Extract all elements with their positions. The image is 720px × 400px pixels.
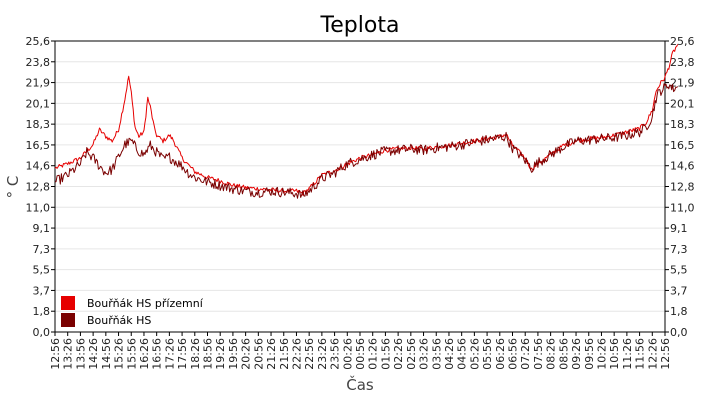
y-tick-label: 25,6 [670,35,695,48]
x-tick-label: 09:26 [570,338,583,370]
y-tick-label: 14,6 [670,160,695,173]
x-tick-label: 15:56 [125,338,138,370]
y-tick-label: 23,8 [26,56,51,69]
x-tick-label: 10:56 [608,338,621,370]
y-tick-label: 14,6 [26,160,51,173]
x-tick-label: 19:56 [227,338,240,370]
y-tick-label: 12,8 [670,181,695,194]
y-tick-label: 9,1 [670,222,688,235]
x-tick-label: 04:26 [443,338,456,370]
y-tick-label: 1,8 [33,305,51,318]
y-tick-label: 1,8 [670,305,688,318]
y-tick-label: 11,0 [670,201,695,214]
x-tick-label: 05:56 [481,338,494,370]
x-tick-label: 13:26 [62,338,75,370]
x-tick-label: 22:26 [290,338,303,370]
x-tick-label: 12:56 [49,338,62,370]
y-tick-label: 3,7 [33,284,51,297]
y-tick-label: 18,3 [26,118,51,131]
x-tick-label: 15:26 [113,338,126,370]
x-tick-label: 20:26 [240,338,253,370]
x-tick-label: 22:56 [303,338,316,370]
x-tick-label: 23:56 [329,338,342,370]
series-line-1 [54,83,679,199]
y-tick-label: 20,1 [26,97,51,110]
x-axis: 12:56 13:26 13:56 14:26 14:56 15:26 15:56 16:26… [49,332,672,370]
x-tick-label: 14:26 [87,338,100,370]
y-tick-label: 21,9 [670,77,695,90]
y-tick-label: 16,5 [26,139,51,152]
y-tick-label: 0,0 [33,326,51,339]
y-tick-label: 21,9 [26,77,51,90]
y-axis-label: ° C [4,176,22,199]
x-tick-label: 20:56 [252,338,265,370]
x-tick-label: 03:26 [418,338,431,370]
y-tick-label: 3,7 [670,284,688,297]
series-line-0 [54,44,679,196]
y-axis-right: 0,0 1,8 3,7 5,5 7,3 9,1 11,0 12,8 14,6 16,5 18,3 20… [665,35,695,339]
x-tick-label: 00:26 [341,338,354,370]
x-tick-label: 18:26 [189,338,202,370]
x-tick-label: 21:26 [265,338,278,370]
y-tick-label: 23,8 [670,56,695,69]
y-tick-label: 0,0 [670,326,688,339]
y-tick-label: 18,3 [670,118,695,131]
x-tick-label: 02:56 [405,338,418,370]
y-tick-label: 16,5 [670,139,695,152]
x-tick-label: 17:26 [163,338,176,370]
y-tick-label: 20,1 [670,97,695,110]
y-tick-label: 5,5 [670,264,688,277]
x-tick-label: 16:26 [138,338,151,370]
x-tick-label: 21:56 [278,338,291,370]
x-tick-label: 11:26 [621,338,634,370]
x-tick-label: 00:56 [354,338,367,370]
x-tick-label: 09:56 [583,338,596,370]
legend: Bouřňák HS přízemní Bouřňák HS [61,296,204,327]
y-tick-label: 11,0 [26,201,51,214]
x-axis-label: Čas [346,375,374,394]
x-tick-label: 05:26 [468,338,481,370]
legend-label: Bouřňák HS [87,314,151,327]
x-tick-label: 03:56 [430,338,443,370]
x-tick-label: 07:56 [532,338,545,370]
x-tick-label: 11:56 [634,338,647,370]
x-tick-label: 17:56 [176,338,189,370]
legend-label: Bouřňák HS přízemní [87,297,204,310]
x-tick-label: 08:26 [545,338,558,370]
x-tick-label: 02:26 [392,338,405,370]
y-tick-label: 12,8 [26,181,51,194]
x-tick-label: 06:56 [507,338,520,370]
grid [55,61,665,312]
x-tick-label: 01:26 [367,338,380,370]
x-tick-label: 12:26 [646,338,659,370]
x-tick-label: 14:56 [100,338,113,370]
y-tick-label: 7,3 [33,243,51,256]
legend-swatch [61,296,75,310]
series-lines [54,44,679,199]
x-tick-label: 23:26 [316,338,329,370]
x-tick-label: 01:56 [379,338,392,370]
x-tick-label: 10:26 [595,338,608,370]
x-tick-label: 08:56 [557,338,570,370]
x-tick-label: 04:56 [456,338,469,370]
y-tick-label: 9,1 [33,222,51,235]
x-tick-label: 16:56 [151,338,164,370]
x-tick-label: 12:56 [659,338,672,370]
y-tick-label: 5,5 [33,264,51,277]
x-tick-label: 19:26 [214,338,227,370]
y-tick-label: 7,3 [670,243,688,256]
x-tick-label: 18:56 [202,338,215,370]
legend-swatch [61,313,75,327]
chart-title: Teplota [320,13,400,38]
x-tick-label: 06:26 [494,338,507,370]
x-tick-label: 13:56 [74,338,87,370]
y-axis-left: 0,0 1,8 3,7 5,5 7,3 9,1 11,0 12,8 14,6 16,5 18,3 20… [26,35,55,339]
x-tick-label: 07:26 [519,338,532,370]
y-tick-label: 25,6 [26,35,51,48]
